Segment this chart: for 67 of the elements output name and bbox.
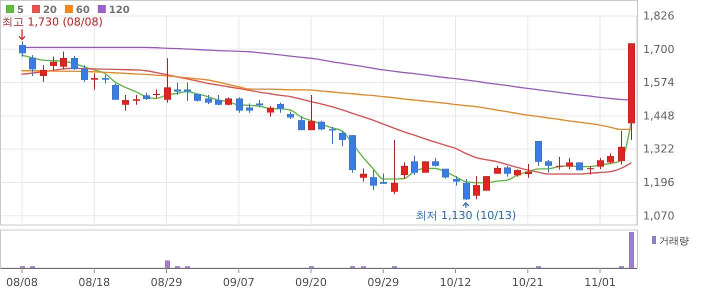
candlestick [174, 82, 181, 96]
x-tick-label: 10/21 [512, 276, 544, 289]
candlestick [164, 58, 171, 104]
candlestick [60, 51, 67, 70]
x-tick-label: 09/07 [222, 276, 255, 289]
candlestick [318, 120, 325, 131]
x-tick-label: 08/18 [78, 276, 110, 289]
candlestick [597, 158, 604, 170]
candlestick [473, 176, 480, 200]
candlestick [133, 94, 140, 106]
x-tick-label: 08/29 [150, 276, 182, 289]
y-tick-label: 1,196 [643, 176, 674, 189]
candlestick [391, 139, 398, 195]
x-tick-label: 09/29 [367, 276, 400, 289]
candlestick [566, 158, 573, 170]
candlestick [267, 106, 274, 118]
candlestick [81, 64, 88, 82]
legend-label: 120 [108, 5, 130, 16]
candlestick [298, 116, 305, 131]
legend-label: 거래량 [659, 236, 689, 247]
candlestick [112, 82, 119, 100]
candlestick [556, 156, 563, 170]
candlestick [122, 94, 129, 112]
x-tick-label: 08/08 [6, 276, 38, 289]
candlestick [50, 56, 57, 72]
y-tick-label: 1,448 [643, 109, 674, 122]
candlestick [607, 152, 614, 164]
legend-label: 5 [17, 5, 24, 16]
x-tick-label: 11/01 [584, 276, 616, 289]
y-tick-label: 1,070 [643, 209, 674, 222]
candlestick [184, 82, 191, 102]
candlestick [329, 126, 336, 145]
annotation: 최고 1,730 (08/08) [2, 15, 103, 28]
candlestick [308, 94, 315, 131]
candlestick [339, 130, 346, 147]
candlestick [504, 165, 511, 178]
candlestick [411, 155, 418, 176]
legend-label: 20 [42, 5, 57, 16]
candlestick [370, 170, 377, 191]
y-tick-label: 1,826 [643, 10, 674, 23]
candlestick [91, 72, 98, 90]
candlestick [545, 160, 552, 174]
candlestick [360, 168, 367, 182]
legend-label: 60 [76, 5, 90, 16]
candlestick [380, 172, 387, 184]
candlestick [19, 40, 26, 58]
candlestick [236, 96, 243, 114]
candlestick [215, 94, 222, 106]
candlestick [442, 168, 449, 179]
x-tick-label: 10/12 [440, 276, 472, 289]
candlestick [246, 102, 253, 114]
y-tick-label: 1,574 [643, 76, 674, 90]
candlestick [453, 176, 460, 186]
y-tick-label: 1,322 [643, 142, 674, 156]
candlestick [535, 140, 542, 166]
candlestick [401, 162, 408, 180]
candlestick [525, 163, 532, 178]
annotation: 최저 1,130 (10/13) [415, 208, 516, 222]
candlestick [40, 64, 47, 82]
y-tick-label: 1,700 [643, 42, 674, 56]
candlestick [71, 55, 78, 70]
candlestick [277, 102, 284, 114]
candlestick [618, 130, 625, 165]
candlestick [29, 54, 36, 76]
x-tick-label: 09/20 [295, 276, 327, 289]
candlestick [483, 176, 490, 192]
candlestick [463, 178, 470, 200]
